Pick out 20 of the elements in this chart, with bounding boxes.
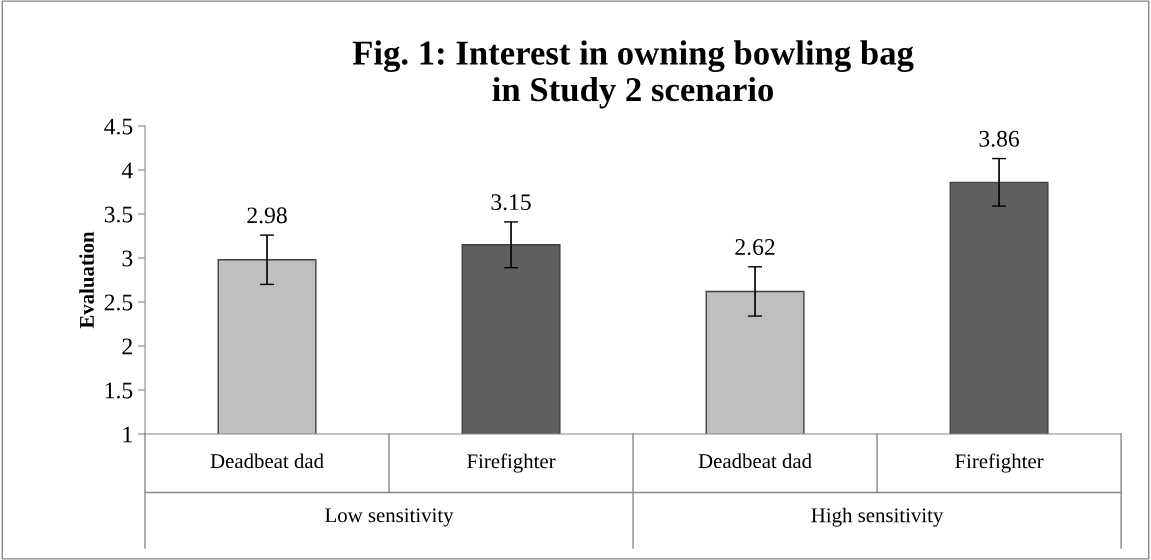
y-tick-label: 3 xyxy=(122,250,133,267)
y-axis-title: Evaluation xyxy=(79,231,94,329)
x-tick-label: Deadbeat dad xyxy=(210,453,324,469)
y-tick-label: 4.5 xyxy=(104,118,133,135)
chart-title: Fig. 1: Interest in owning bowling bag in Study 2 scenario xyxy=(352,40,914,109)
y-tick-label: 2 xyxy=(122,338,132,355)
y-tick-label: 2.5 xyxy=(104,294,133,311)
data-label: 3.86 xyxy=(979,130,1020,147)
y-tick-label: 1 xyxy=(123,426,132,443)
data-label: 3.15 xyxy=(491,194,531,211)
data-label: 2.98 xyxy=(247,207,287,224)
text: High sensitivity xyxy=(811,507,944,527)
y-tick-label: 4 xyxy=(121,162,133,179)
x-tick-label: Firefighter xyxy=(955,453,1044,473)
y-tick-label: 1.5 xyxy=(105,382,133,399)
text: Low sensitivity xyxy=(325,508,454,527)
y-tick-label: 3.5 xyxy=(104,206,133,223)
data-label: 2.62 xyxy=(735,239,775,256)
x-tick-label: Deadbeat dad xyxy=(698,453,812,469)
x-tick-label: Firefighter xyxy=(467,453,556,473)
